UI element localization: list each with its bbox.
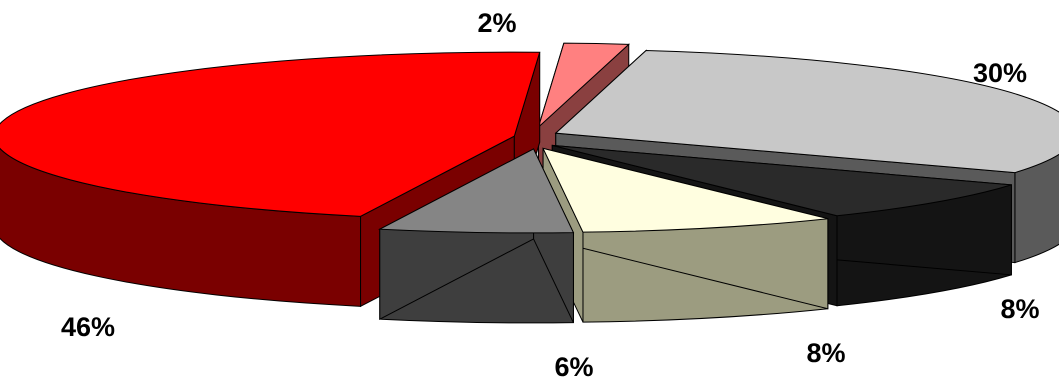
- slice-top: [0, 51, 541, 217]
- slice-top: [554, 49, 1059, 174]
- pie-slice-4: [377, 148, 575, 324]
- slice-top: [552, 144, 1012, 217]
- slice-label-4: 6%: [554, 352, 593, 378]
- slice-top: [537, 42, 630, 129]
- slice-top: [542, 147, 828, 233]
- pie-labels: 30% 8% 8% 6% 46% 2%: [61, 8, 1040, 378]
- slice-label-6: 2%: [477, 8, 516, 38]
- slice-top: [377, 148, 575, 234]
- slice-label-1: 30%: [973, 58, 1027, 88]
- slice-label-5: 46%: [61, 312, 115, 342]
- slice-label-3: 8%: [806, 338, 845, 368]
- pie-slices: [0, 42, 1059, 324]
- slice-label-2: 8%: [1000, 294, 1039, 324]
